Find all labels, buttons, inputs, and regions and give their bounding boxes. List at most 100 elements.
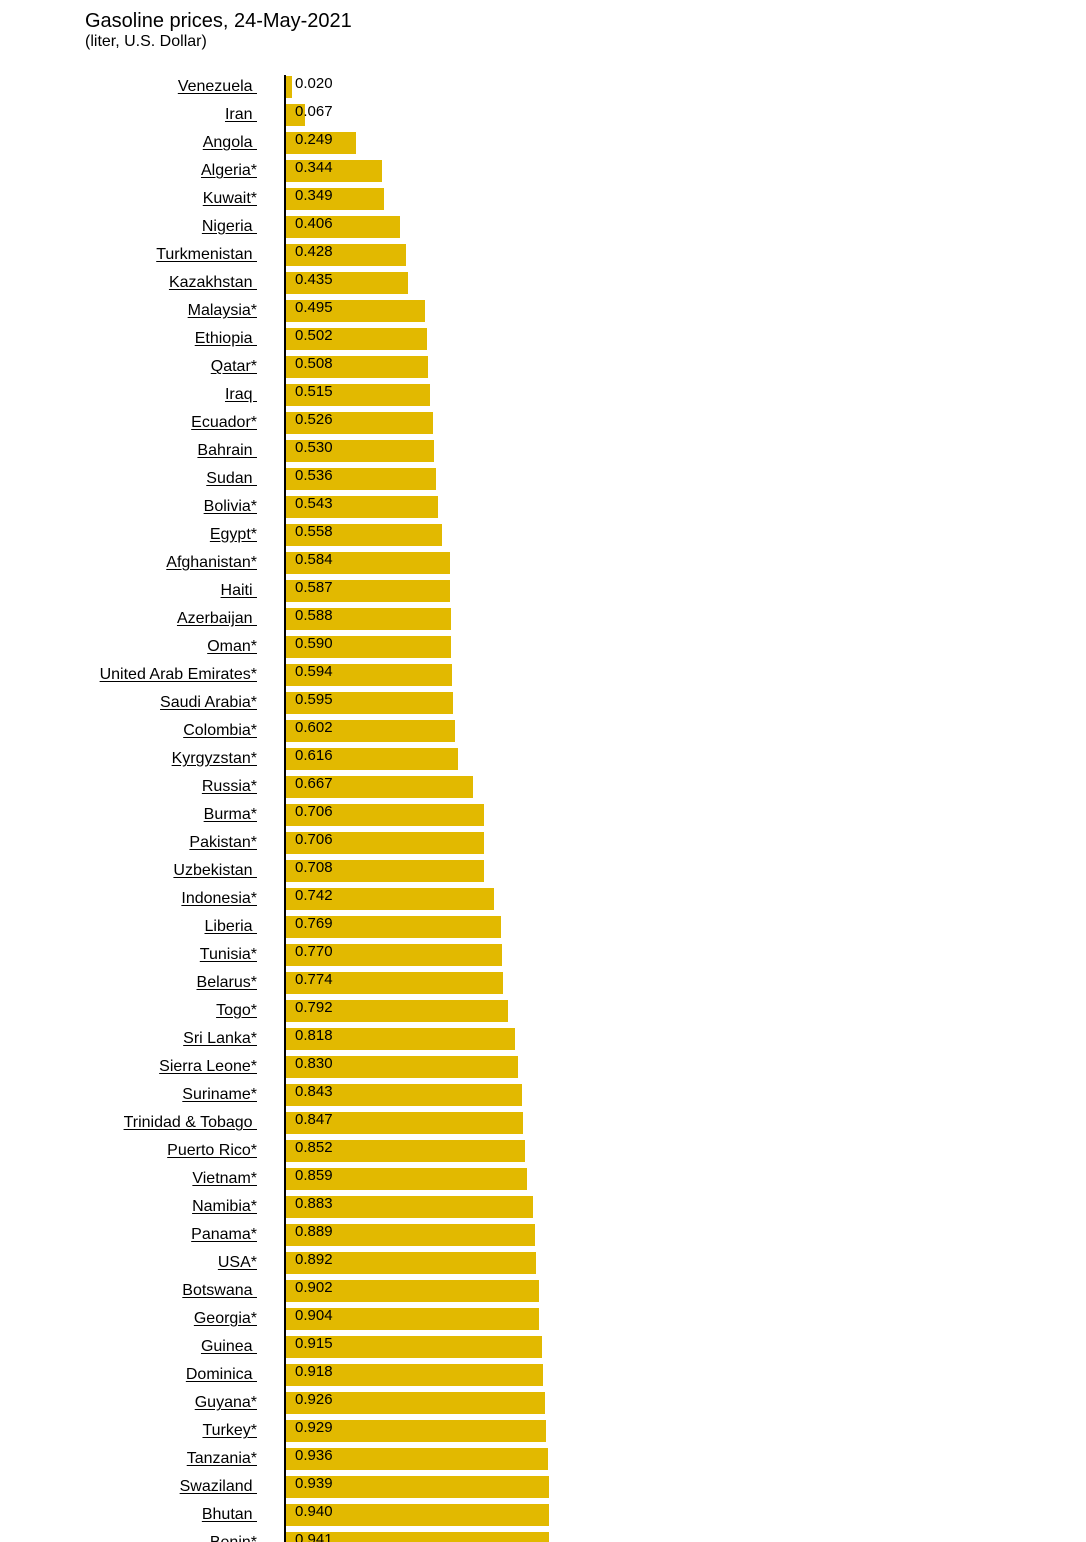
- category-label[interactable]: Benin*: [210, 1533, 257, 1542]
- value-label: 0.926: [295, 1391, 333, 1408]
- bar: [286, 76, 292, 98]
- category-label[interactable]: Haiti: [220, 582, 257, 599]
- category-label[interactable]: Dominica: [185, 1366, 257, 1383]
- value-label: 0.904: [295, 1307, 333, 1324]
- category-label[interactable]: Namibia*: [192, 1198, 257, 1215]
- category-label[interactable]: Georgia*: [193, 1310, 257, 1327]
- value-label: 0.435: [295, 271, 333, 288]
- bar: [286, 636, 451, 658]
- bar: [286, 356, 428, 378]
- category-label[interactable]: Bahrain: [197, 442, 257, 459]
- category-label[interactable]: Russia*: [201, 778, 257, 795]
- value-label: 0.939: [295, 1475, 333, 1492]
- value-label: 0.495: [295, 299, 333, 316]
- category-label[interactable]: Vietnam*: [192, 1170, 257, 1187]
- category-label[interactable]: Algeria*: [200, 162, 257, 179]
- category-label[interactable]: Sierra Leone*: [159, 1058, 257, 1075]
- bar: [286, 1056, 518, 1078]
- category-label[interactable]: Tanzania*: [186, 1450, 257, 1467]
- category-label[interactable]: Burma*: [203, 806, 257, 823]
- category-label[interactable]: Kazakhstan: [168, 274, 257, 291]
- value-label: 0.889: [295, 1223, 333, 1240]
- value-label: 0.515: [295, 383, 333, 400]
- bar: [286, 328, 427, 350]
- category-label[interactable]: Trinidad & Tobago: [123, 1114, 257, 1131]
- category-label[interactable]: Liberia: [204, 918, 257, 935]
- category-label[interactable]: USA*: [217, 1254, 257, 1271]
- category-label[interactable]: Afghanistan*: [166, 554, 257, 571]
- value-label: 0.349: [295, 187, 333, 204]
- value-label: 0.706: [295, 831, 333, 848]
- bar: [286, 692, 453, 714]
- value-label: 0.940: [295, 1503, 333, 1520]
- value-label: 0.941: [295, 1531, 333, 1542]
- category-label[interactable]: Nigeria: [201, 218, 257, 235]
- bar: [286, 132, 356, 154]
- bar: [286, 160, 382, 182]
- value-label: 0.530: [295, 439, 333, 456]
- category-label[interactable]: Colombia*: [183, 722, 257, 739]
- value-label: 0.587: [295, 579, 333, 596]
- value-label: 0.536: [295, 467, 333, 484]
- value-label: 0.883: [295, 1195, 333, 1212]
- category-label[interactable]: Guyana*: [194, 1394, 257, 1411]
- value-label: 0.859: [295, 1167, 333, 1184]
- category-label[interactable]: Kuwait*: [202, 190, 257, 207]
- category-label[interactable]: Ecuador*: [191, 414, 257, 431]
- category-label[interactable]: Belarus*: [196, 974, 257, 991]
- category-label[interactable]: Guinea: [200, 1338, 257, 1355]
- category-label[interactable]: Bolivia*: [203, 498, 257, 515]
- category-label[interactable]: Pakistan*: [189, 834, 257, 851]
- chart-subtitle: (liter, U.S. Dollar): [85, 33, 207, 50]
- bar: [286, 300, 425, 322]
- bar: [286, 104, 305, 126]
- category-label[interactable]: Ethiopia: [194, 330, 257, 347]
- value-label: 0.742: [295, 887, 333, 904]
- category-label[interactable]: Swaziland: [179, 1478, 257, 1495]
- category-label[interactable]: Sri Lanka*: [183, 1030, 257, 1047]
- category-label[interactable]: Sudan: [206, 470, 257, 487]
- category-label[interactable]: Malaysia*: [187, 302, 257, 319]
- category-label[interactable]: Puerto Rico*: [167, 1142, 257, 1159]
- category-label[interactable]: Azerbaijan: [176, 610, 257, 627]
- category-label[interactable]: Kyrgyzstan*: [171, 750, 257, 767]
- category-label[interactable]: Indonesia*: [181, 890, 257, 907]
- chart-title: Gasoline prices, 24-May-2021: [85, 10, 352, 32]
- bar: [286, 524, 442, 546]
- category-label[interactable]: Uzbekistan: [173, 862, 257, 879]
- category-label[interactable]: United Arab Emirates*: [99, 666, 257, 683]
- value-label: 0.508: [295, 355, 333, 372]
- bar: [286, 244, 406, 266]
- bar: [286, 468, 436, 490]
- category-label[interactable]: Venezuela: [177, 78, 257, 95]
- category-label[interactable]: Iraq: [224, 386, 257, 403]
- category-label[interactable]: Oman*: [207, 638, 257, 655]
- y-axis-line: [284, 75, 286, 1542]
- value-label: 0.708: [295, 859, 333, 876]
- category-label[interactable]: Togo*: [216, 1002, 257, 1019]
- bar: [286, 216, 400, 238]
- value-label: 0.584: [295, 551, 333, 568]
- bar: [286, 1252, 536, 1274]
- value-label: 0.249: [295, 131, 333, 148]
- category-label[interactable]: Tunisia*: [199, 946, 257, 963]
- bar: [286, 412, 433, 434]
- category-label[interactable]: Egypt*: [209, 526, 257, 543]
- bar: [286, 804, 484, 826]
- category-label[interactable]: Botswana: [182, 1282, 257, 1299]
- category-label[interactable]: Panama*: [191, 1226, 257, 1243]
- bar: [286, 1196, 533, 1218]
- category-label[interactable]: Angola: [202, 134, 257, 151]
- category-label[interactable]: Turkmenistan: [156, 246, 257, 263]
- bar: [286, 1168, 527, 1190]
- category-label[interactable]: Qatar*: [210, 358, 257, 375]
- category-label[interactable]: Turkey*: [202, 1422, 257, 1439]
- category-label[interactable]: Suriname*: [182, 1086, 257, 1103]
- category-label[interactable]: Saudi Arabia*: [160, 694, 257, 711]
- bar: [286, 496, 438, 518]
- value-label: 0.892: [295, 1251, 333, 1268]
- category-label[interactable]: Bhutan: [201, 1506, 257, 1523]
- category-label[interactable]: Iran: [224, 106, 257, 123]
- value-label: 0.929: [295, 1419, 333, 1436]
